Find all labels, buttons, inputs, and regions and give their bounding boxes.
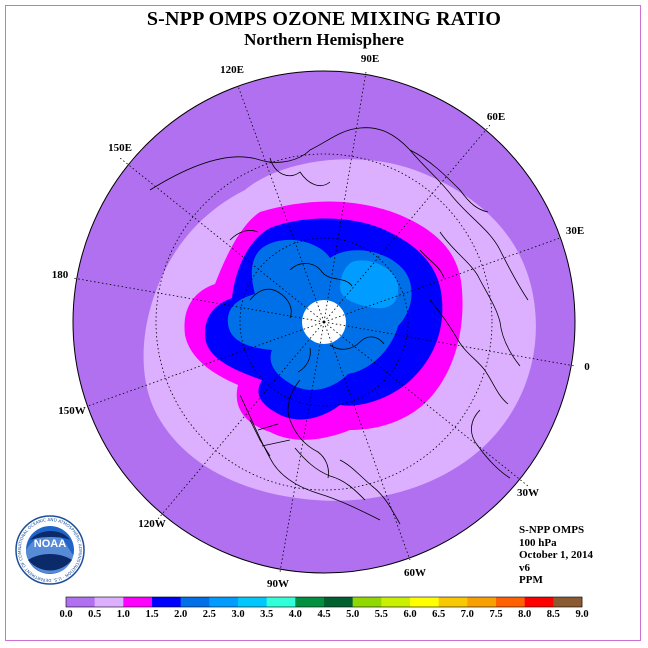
lon-label: 120E xyxy=(220,64,244,76)
logo-ring-text: NATIONAL OCEANIC AND ATMOSPHERIC ADMINIS… xyxy=(0,0,83,583)
colorbar-tick-label: 1.5 xyxy=(145,609,159,620)
info-level: 100 hPa xyxy=(519,536,557,549)
colorbar-tick-label: 2.0 xyxy=(174,609,188,620)
ozone-field xyxy=(73,71,575,573)
coastlines xyxy=(149,127,529,525)
lon-label: 60W xyxy=(404,567,426,579)
info-units: PPM xyxy=(519,574,543,587)
colorbar-swatch xyxy=(410,597,439,607)
colorbar-swatch xyxy=(266,597,296,607)
colorbar-tick-label: 5.5 xyxy=(374,609,388,620)
band-2.5-3.0 xyxy=(340,260,399,309)
lon-label: 90E xyxy=(361,53,379,65)
colorbar-tick-label: 7.5 xyxy=(489,609,503,620)
colorbar-swatch xyxy=(524,597,554,607)
colorbar-swatch xyxy=(123,597,153,607)
colorbar-swatch xyxy=(238,597,267,607)
colorbar-tick-label: 3.5 xyxy=(260,609,274,620)
colorbar-tick-label: 0.5 xyxy=(88,609,102,620)
map-border xyxy=(72,70,576,574)
longitude-labels: 90E 60E 30E 0 30W 60W 90W 120W 150W 180 … xyxy=(52,53,591,590)
colorbar-swatch xyxy=(66,597,95,607)
colorbar-tick-label: 5.0 xyxy=(346,609,360,620)
colorbar-swatch xyxy=(152,597,181,607)
lon-label: 150W xyxy=(58,405,86,417)
lon-label: 150E xyxy=(108,142,132,154)
colorbar-swatch xyxy=(94,597,124,607)
colorbar-swatch xyxy=(295,597,325,607)
graticule xyxy=(72,71,576,573)
colorbar-swatch xyxy=(352,597,382,607)
colorbar-tick-label: 3.0 xyxy=(231,609,245,620)
colorbar-tick-label: 8.5 xyxy=(546,609,560,620)
lon-label: 0 xyxy=(584,361,590,373)
logo-text: NOAA xyxy=(34,538,66,550)
colorbar-swatch xyxy=(438,597,468,607)
colorbar-tick-label: 4.0 xyxy=(288,609,302,620)
colorbar xyxy=(65,596,583,608)
lon-label: 60E xyxy=(487,111,505,123)
colorbar-swatch xyxy=(496,597,525,607)
colorbar-tick-label: 6.0 xyxy=(403,609,417,620)
figure-title: S-NPP OMPS OZONE MIXING RATIO xyxy=(146,8,502,30)
lon-label: 90W xyxy=(267,578,289,590)
colorbar-swatch xyxy=(180,597,210,607)
info-instrument: S-NPP OMPS xyxy=(519,524,585,536)
colorbar-tick-label: 9.0 xyxy=(575,609,589,620)
info-date: October 1, 2014 xyxy=(519,549,594,562)
lon-label: 30E xyxy=(566,225,584,237)
colorbar-tick-label: 6.5 xyxy=(432,609,446,620)
lon-label: 30W xyxy=(517,487,539,499)
colorbar-tick-label: 2.5 xyxy=(202,609,216,620)
colorbar-tick-label: 0.0 xyxy=(59,609,73,620)
colorbar-swatch xyxy=(324,597,353,607)
colorbar-tick-label: 7.0 xyxy=(460,609,474,620)
noaa-logo: NOAA NATIONAL OCEANIC AND ATMOSPHERIC AD… xyxy=(0,0,85,585)
colorbar-tick-label: 1.0 xyxy=(116,609,130,620)
info-panel: S-NPP OMPS 100 hPa October 1, 2014 v6 PP… xyxy=(519,524,593,587)
colorbar-swatch xyxy=(553,597,583,607)
lon-label: 120W xyxy=(138,518,166,530)
colorbar-tick-label: 8.0 xyxy=(518,609,532,620)
colorbar-border xyxy=(65,596,583,608)
figure-subtitle: Northern Hemisphere xyxy=(244,30,404,49)
colorbar-swatch xyxy=(209,597,239,607)
figure-frame xyxy=(5,5,641,641)
lon-label: 180 xyxy=(52,269,69,281)
colorbar-swatch xyxy=(467,597,497,607)
info-version: v6 xyxy=(519,561,530,574)
colorbar-swatch xyxy=(381,597,411,607)
colorbar-tick-label: 4.5 xyxy=(317,609,331,620)
